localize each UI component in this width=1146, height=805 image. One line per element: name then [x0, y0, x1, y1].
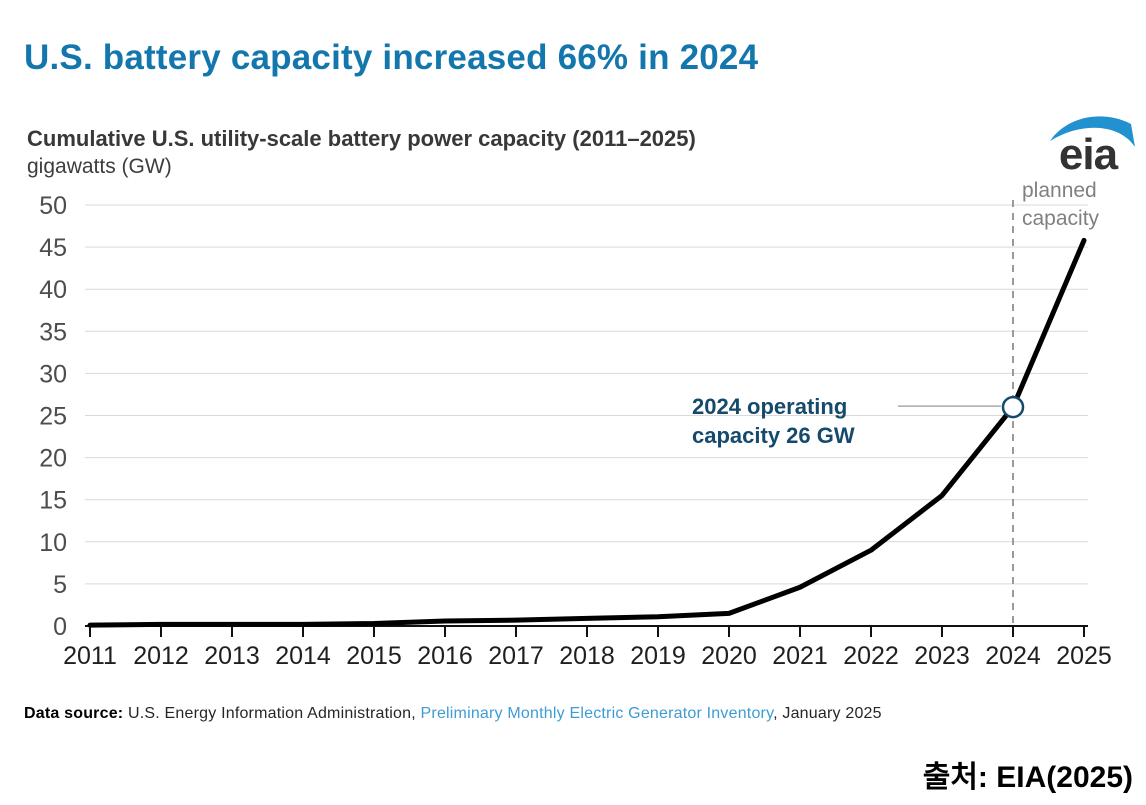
- eia-logo: eia: [1050, 116, 1135, 178]
- capacity-line-series: [87, 237, 1087, 628]
- x-tick-label: 2016: [417, 642, 473, 670]
- annotation-line1: 2024 operating: [692, 394, 847, 419]
- eia-logo-text: eia: [1059, 130, 1119, 178]
- y-tick-label: 5: [53, 571, 67, 599]
- gridlines: [85, 204, 1088, 585]
- x-tick-label: 2022: [843, 642, 899, 670]
- x-tick-label: 2020: [701, 642, 757, 670]
- x-tick-label: 2013: [204, 642, 260, 670]
- x-tick-label: 2015: [346, 642, 402, 670]
- capacity-line: [87, 237, 1087, 628]
- y-tick-label: 0: [53, 613, 67, 641]
- x-tick-label: 2017: [488, 642, 544, 670]
- open-circle-marker: [1001, 395, 1025, 419]
- x-tick-label: 2018: [559, 642, 615, 670]
- planned-capacity-label-line1: planned: [1022, 179, 1097, 202]
- data-source-suffix: , January 2025: [773, 705, 882, 722]
- source-credit: 출처: EIA(2025): [922, 761, 1133, 794]
- x-tick-label: 2023: [914, 642, 970, 670]
- y-tick-label: 35: [39, 318, 67, 346]
- y-axis-labels: 0 5 10 15 20 25 30 35 40 45 50: [39, 192, 67, 641]
- y-tick-label: 10: [39, 529, 67, 557]
- y-tick-label: 30: [39, 360, 67, 388]
- y-tick-label: 50: [39, 192, 67, 220]
- x-tick-label: 2019: [630, 642, 686, 670]
- eia-logo-swoosh-icon: [1050, 116, 1135, 147]
- chart-title: Cumulative U.S. utility-scale battery po…: [27, 126, 696, 151]
- planned-capacity-label-line2: capacity: [1022, 207, 1100, 230]
- data-source-link[interactable]: Preliminary Monthly Electric Generator I…: [420, 705, 774, 722]
- x-tick-label: 2012: [133, 642, 189, 670]
- chart-units-label: gigawatts (GW): [27, 155, 172, 178]
- data-source-label: Data source:: [24, 705, 128, 722]
- x-tick-label: 2011: [63, 642, 117, 670]
- x-axis: [85, 625, 1088, 637]
- y-tick-label: 25: [39, 403, 67, 431]
- x-axis-labels: 2011 2012 2013 2014 2015 2016 2017 2018 2019 2020…: [63, 642, 1112, 670]
- x-tick-label: 2025: [1056, 642, 1112, 670]
- x-tick-label: 2024: [985, 642, 1041, 670]
- y-tick-label: 40: [39, 276, 67, 304]
- data-source-text: U.S. Energy Information Administration,: [127, 705, 421, 722]
- y-tick-label: 45: [39, 234, 67, 262]
- x-tick-label: 2021: [772, 642, 828, 670]
- y-tick-label: 20: [39, 445, 67, 473]
- annotation-line2: capacity 26 GW: [692, 423, 855, 448]
- x-tick-label: 2014: [275, 642, 331, 670]
- marker-callout: [898, 395, 1025, 419]
- y-tick-label: 15: [39, 487, 67, 515]
- data-source-note: Data source: U.S. Energy Information Adm…: [24, 705, 882, 723]
- page-title: U.S. battery capacity increased 66% in 2…: [24, 38, 759, 77]
